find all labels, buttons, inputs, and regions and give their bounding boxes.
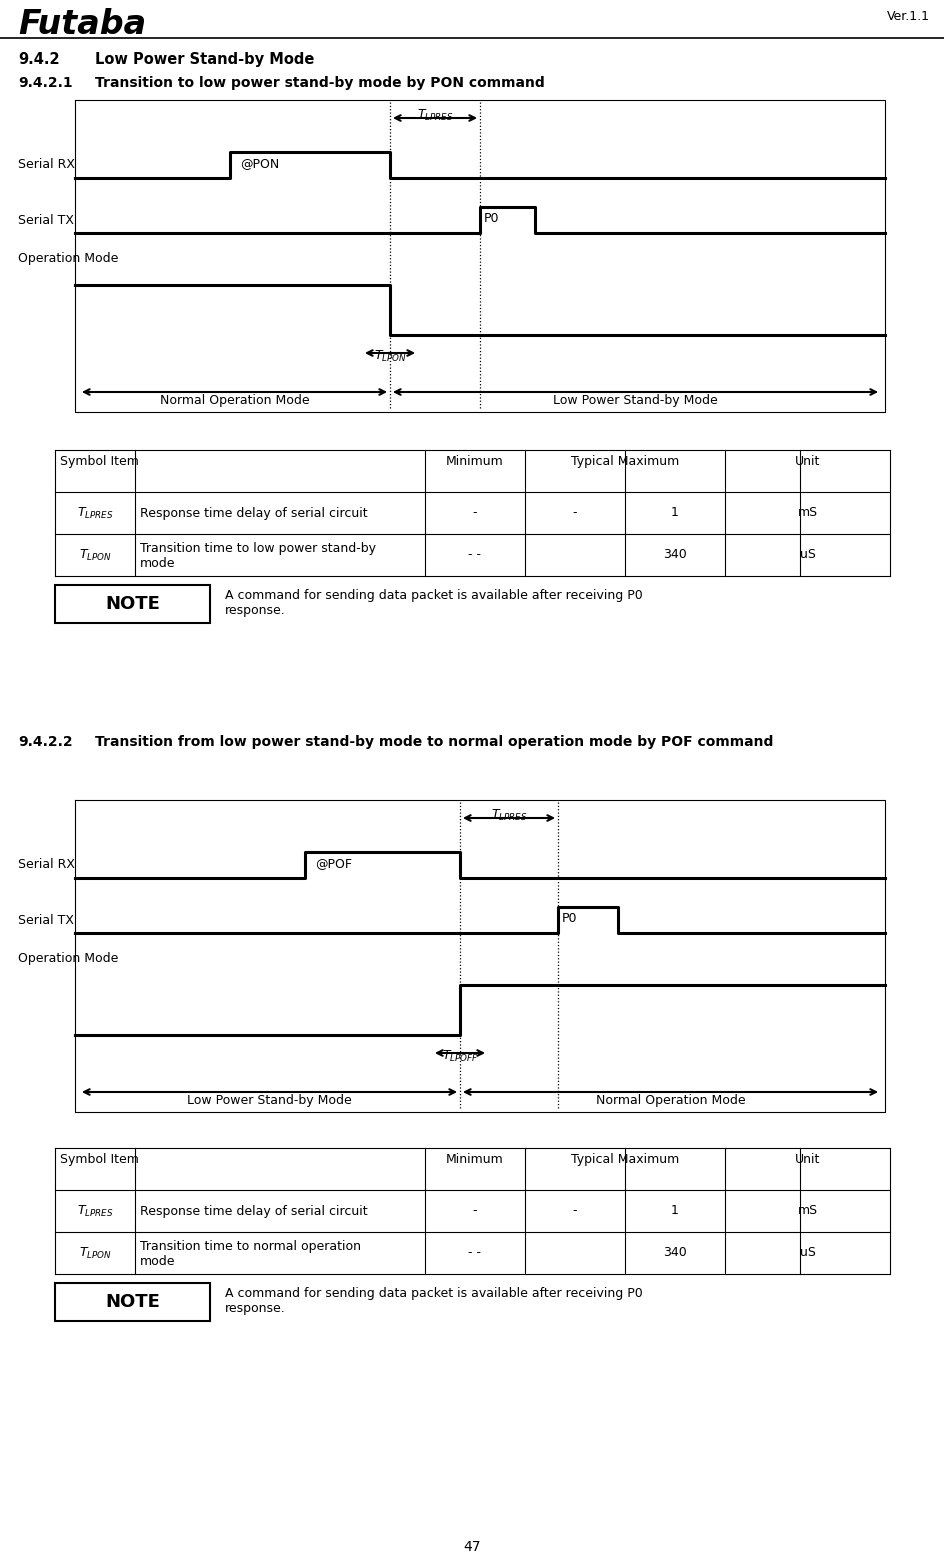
Text: @POF: @POF <box>314 856 351 870</box>
Text: Transition to low power stand-by mode by PON command: Transition to low power stand-by mode by… <box>95 76 544 90</box>
Text: -: - <box>572 507 577 519</box>
Text: Unit: Unit <box>794 1153 819 1166</box>
Text: Serial TX: Serial TX <box>18 914 74 926</box>
Text: Response time delay of serial circuit: Response time delay of serial circuit <box>140 1204 367 1217</box>
Text: 9.4.2.2: 9.4.2.2 <box>18 735 73 749</box>
Text: uS: uS <box>799 1246 815 1259</box>
Text: - -: - - <box>468 1246 481 1259</box>
Text: Low Power Stand-by Mode: Low Power Stand-by Mode <box>552 395 717 407</box>
Text: $T_{LPRES}$: $T_{LPRES}$ <box>490 808 527 824</box>
Text: -: - <box>472 1204 477 1217</box>
Text: 340: 340 <box>663 1246 686 1259</box>
Text: $T_{LPRES}$: $T_{LPRES}$ <box>76 505 113 521</box>
Text: mS: mS <box>797 1204 817 1217</box>
Text: Symbol Item: Symbol Item <box>59 455 139 468</box>
Text: uS: uS <box>799 549 815 561</box>
Text: $T_{LPON}$: $T_{LPON}$ <box>78 547 111 563</box>
Text: $T_{LPRES}$: $T_{LPRES}$ <box>416 107 453 123</box>
Text: -: - <box>572 1204 577 1217</box>
Text: Serial TX: Serial TX <box>18 213 74 227</box>
Text: Ver.1.1: Ver.1.1 <box>886 9 929 23</box>
Text: Low Power Stand-by Mode: Low Power Stand-by Mode <box>95 51 314 67</box>
Text: P0: P0 <box>562 912 577 925</box>
Text: 9.4.2.1: 9.4.2.1 <box>18 76 73 90</box>
Text: -: - <box>472 507 477 519</box>
Text: NOTE: NOTE <box>105 595 160 612</box>
Text: 340: 340 <box>663 549 686 561</box>
Text: Minimum: Minimum <box>446 1153 503 1166</box>
Text: Typical Maximum: Typical Maximum <box>570 455 679 468</box>
Text: @PON: @PON <box>240 157 279 169</box>
Text: $T_{LPON}$: $T_{LPON}$ <box>373 350 406 364</box>
Text: A command for sending data packet is available after receiving P0
response.: A command for sending data packet is ava… <box>225 1287 642 1315</box>
Text: Symbol Item: Symbol Item <box>59 1153 139 1166</box>
Text: Response time delay of serial circuit: Response time delay of serial circuit <box>140 507 367 519</box>
Text: Typical Maximum: Typical Maximum <box>570 1153 679 1166</box>
Text: Unit: Unit <box>794 455 819 468</box>
Text: Normal Operation Mode: Normal Operation Mode <box>160 395 309 407</box>
Text: Low Power Stand-by Mode: Low Power Stand-by Mode <box>187 1094 351 1106</box>
Text: Operation Mode: Operation Mode <box>18 252 118 266</box>
Text: - -: - - <box>468 549 481 561</box>
Text: mS: mS <box>797 507 817 519</box>
Text: Serial RX: Serial RX <box>18 858 75 872</box>
Text: $T_{LPOFF}$: $T_{LPOFF}$ <box>441 1049 478 1064</box>
Text: Minimum: Minimum <box>446 455 503 468</box>
Text: Transition from low power stand-by mode to normal operation mode by POF command: Transition from low power stand-by mode … <box>95 735 772 749</box>
Text: $T_{LPRES}$: $T_{LPRES}$ <box>76 1203 113 1218</box>
Text: Transition time to low power stand-by
mode: Transition time to low power stand-by mo… <box>140 542 376 570</box>
Text: Transition time to normal operation
mode: Transition time to normal operation mode <box>140 1240 361 1268</box>
Text: P0: P0 <box>483 211 499 225</box>
Text: Normal Operation Mode: Normal Operation Mode <box>595 1094 745 1106</box>
Text: $T_{LPON}$: $T_{LPON}$ <box>78 1245 111 1260</box>
Text: NOTE: NOTE <box>105 1293 160 1312</box>
Text: Futaba: Futaba <box>18 8 146 40</box>
Text: A command for sending data packet is available after receiving P0
response.: A command for sending data packet is ava… <box>225 589 642 617</box>
Text: 9.4.2: 9.4.2 <box>18 51 59 67</box>
Text: 47: 47 <box>463 1540 480 1554</box>
Text: Serial RX: Serial RX <box>18 159 75 171</box>
Text: Operation Mode: Operation Mode <box>18 953 118 965</box>
Text: 1: 1 <box>670 1204 678 1217</box>
Text: 1: 1 <box>670 507 678 519</box>
